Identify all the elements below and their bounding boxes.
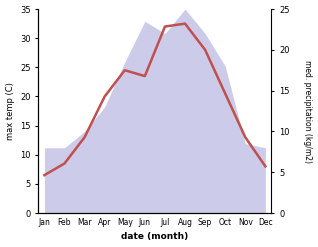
Y-axis label: med. precipitation (kg/m2): med. precipitation (kg/m2) bbox=[303, 60, 313, 163]
Y-axis label: max temp (C): max temp (C) bbox=[5, 82, 15, 140]
X-axis label: date (month): date (month) bbox=[121, 232, 189, 242]
